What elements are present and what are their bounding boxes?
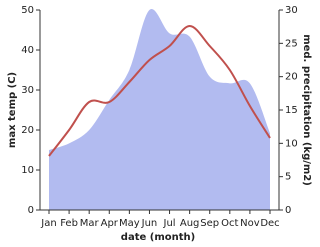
- y2-axis-label: med. precipitation (kg/m2): [301, 34, 312, 186]
- y-tick-label: 50: [21, 5, 34, 16]
- x-tick-label: Apr: [101, 218, 119, 229]
- y2-tick-label: 10: [285, 138, 298, 149]
- temperature-line: [48, 24, 271, 157]
- y2-tick-label: 20: [285, 72, 298, 83]
- x-tick-label: Dec: [260, 218, 279, 229]
- x-tick-label: Aug: [180, 218, 200, 229]
- y2-tick-label: 0: [285, 205, 291, 216]
- y-tick-label: 10: [21, 165, 34, 176]
- y-axis-label: max temp (C): [7, 72, 18, 148]
- x-tick-label: Jun: [141, 218, 158, 229]
- x-tick-label: May: [119, 218, 140, 229]
- y-tick-label: 0: [28, 205, 34, 216]
- x-tick-label: Oct: [221, 218, 238, 229]
- x-tick-label: Feb: [60, 218, 78, 229]
- x-tick-label: Nov: [240, 218, 260, 229]
- y-tick-label: 20: [21, 125, 34, 136]
- x-axis-label: date (month): [121, 232, 195, 243]
- y2-tick-label: 30: [285, 5, 298, 16]
- x-tick-label: Sep: [200, 218, 219, 229]
- y2-tick-label: 15: [285, 105, 298, 116]
- x-tick-label: Jul: [163, 218, 176, 229]
- x-tick-label: Jan: [40, 218, 56, 229]
- y-tick-label: 40: [21, 45, 34, 56]
- precipitation-area: [49, 9, 270, 211]
- y2-tick-label: 25: [285, 38, 298, 49]
- x-tick-label: Mar: [80, 218, 100, 229]
- y2-tick-label: 5: [285, 172, 291, 183]
- y-tick-label: 30: [21, 85, 34, 96]
